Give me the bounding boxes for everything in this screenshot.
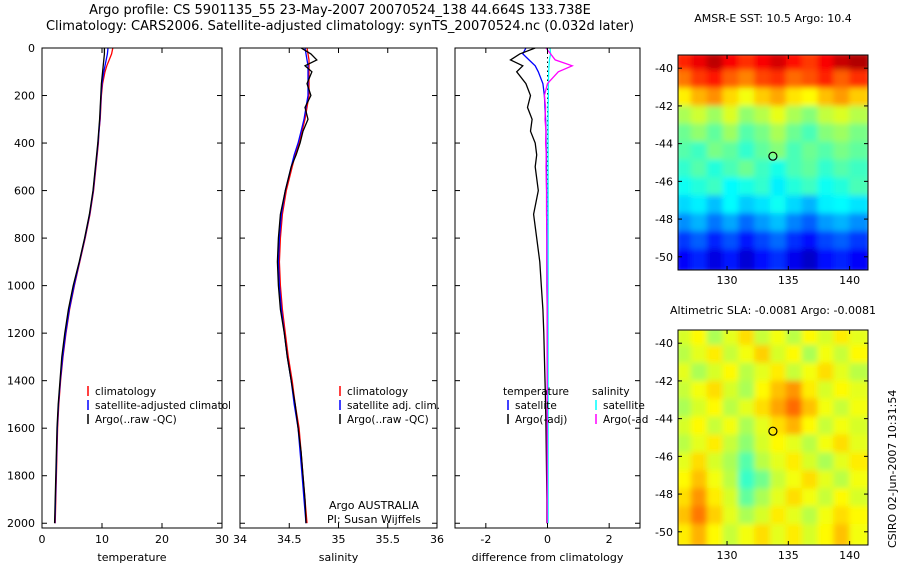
legend-label: climatology: [347, 386, 408, 398]
profile-line-3: [543, 48, 574, 524]
legend-header-salinity: salinity: [592, 386, 630, 398]
profile-line-0: [521, 48, 549, 524]
x-axis-label: difference from climatology: [472, 551, 624, 564]
legend-header-temperature: temperature: [503, 386, 569, 398]
x-tick-label: 35.5: [376, 533, 401, 546]
map-frame: [677, 54, 869, 271]
panel-frame: [239, 47, 438, 529]
difference_profile-panel: -2 0 2 difference from climatology temperatu…: [454, 47, 655, 564]
x-tick-label: 34: [233, 533, 247, 546]
heatmap-cell: [849, 470, 868, 495]
x-tick-label: 0: [544, 533, 551, 546]
depth-tick-label: 2000: [7, 517, 35, 530]
lat-tick-label: -42: [655, 100, 673, 113]
lat-tick-label: -48: [655, 488, 673, 501]
lon-tick-label: 140: [839, 274, 860, 287]
panel-annotation: Argo AUSTRALIA: [329, 499, 419, 512]
heatmap-cell: [849, 195, 868, 220]
lat-tick-label: -42: [655, 375, 673, 388]
salinity_profile-lines: [276, 48, 318, 524]
x-tick-label: 35: [332, 533, 346, 546]
timestamp-side-text: CSIRO 02-Jun-2007 10:31:54: [886, 389, 899, 548]
panel-annotation: PI: Susan Wijffels: [327, 513, 421, 526]
x-axis-label: salinity: [319, 551, 359, 564]
profile-line-2: [547, 48, 552, 524]
lon-tick-label: 140: [839, 549, 860, 562]
x-tick-label: 0: [39, 533, 46, 546]
salinity_profile-legend: climatology satellite adj. clim. Argo(..ra…: [339, 386, 440, 426]
x-tick-label: -2: [480, 533, 491, 546]
x-tick-label: 2: [606, 533, 613, 546]
title-line-2: Climatology: CARS2006. Satellite-adjuste…: [45, 19, 635, 34]
argo-position-marker: [768, 426, 778, 436]
lon-tick-label: 130: [717, 549, 738, 562]
argo-position-marker: [768, 151, 778, 161]
depth-tick-label: 1200: [7, 327, 35, 340]
lat-tick-label: -40: [655, 337, 673, 350]
heatmap-cell: [849, 249, 868, 270]
legend-label: satellite: [603, 400, 645, 412]
x-tick-label: 36: [430, 533, 444, 546]
lon-tick-label: 130: [717, 274, 738, 287]
depth-tick-label: 1400: [7, 375, 35, 388]
lat-tick-label: -40: [655, 62, 673, 75]
lat-tick-label: -46: [655, 450, 673, 463]
legend-label: Argo(-adj): [515, 414, 567, 426]
x-tick-label: 20: [155, 533, 169, 546]
heatmap-cell: [849, 87, 868, 112]
lat-tick-label: -50: [655, 251, 673, 264]
sla_map-heatmap: [678, 330, 868, 545]
depth-tick-label: 600: [14, 185, 35, 198]
lat-tick-label: -50: [655, 526, 673, 539]
heatmap-cell: [849, 362, 868, 387]
legend-label: climatology: [95, 386, 156, 398]
profile-line-1: [509, 48, 548, 524]
difference_profile-lines: [509, 48, 574, 528]
lon-tick-label: 135: [778, 274, 799, 287]
map-title: Altimetric SLA: -0.0081 Argo: -0.0081: [670, 304, 876, 317]
legend-label: satellite-adjusted climatology: [95, 400, 250, 412]
legend-label: Argo(..raw -QC): [347, 414, 429, 426]
map-frame: [677, 329, 869, 546]
difference_profile-legend: temperature salinity satellite Argo(-adj) sa…: [503, 386, 655, 426]
temperature_profile-legend: climatology satellite-adjusted climatolog…: [87, 386, 250, 426]
sst_map-panel: 130 135 140 -40 -42 -44 -46 -48 -50 AMSR-E SST: 1…: [655, 12, 869, 287]
map-title: AMSR-E SST: 10.5 Argo: 10.4: [694, 12, 852, 25]
sla_map-panel: 130 135 140 -40 -42 -44 -46 -48 -50 Altimetric SL…: [655, 304, 876, 562]
lat-tick-label: -48: [655, 213, 673, 226]
legend-label: Argo(..raw -QC): [95, 414, 177, 426]
sst_map-heatmap: [678, 55, 868, 270]
legend-label: satellite: [515, 400, 557, 412]
legend-label: satellite adj. clim.: [347, 400, 440, 412]
depth-tick-label: 1800: [7, 470, 35, 483]
title-line-1: Argo profile: CS 5901135_55 23-May-2007 …: [89, 3, 591, 18]
lat-tick-label: -46: [655, 175, 673, 188]
figure-titles: Argo profile: CS 5901135_55 23-May-2007 …: [0, 3, 680, 35]
x-tick-label: 30: [215, 533, 229, 546]
lon-tick-label: 135: [778, 549, 799, 562]
lat-tick-label: -44: [655, 138, 673, 151]
temperature_profile-panel: 0 10 20 30 0 200 400 600 800 1000 1200 1400 1600 1800…: [7, 42, 250, 564]
x-tick-label: 10: [95, 533, 109, 546]
depth-tick-label: 400: [14, 137, 35, 150]
profile-line-1: [277, 48, 309, 524]
x-axis-label: temperature: [97, 551, 166, 564]
heatmap-cell: [849, 524, 868, 545]
depth-tick-label: 1600: [7, 422, 35, 435]
temperature_profile-lines: [53, 48, 114, 524]
lat-tick-label: -44: [655, 413, 673, 426]
depth-tick-label: 0: [28, 42, 35, 55]
depth-tick-label: 800: [14, 232, 35, 245]
profile-line-0: [54, 48, 114, 524]
depth-tick-label: 1000: [7, 280, 35, 293]
panel-frame: [41, 47, 223, 529]
salinity_profile-panel: 34 34.5 35 35.5 36 salinity climatology satelli…: [233, 47, 444, 564]
depth-tick-label: 200: [14, 90, 35, 103]
legend-label: Argo(-adj): [603, 414, 655, 426]
profile-line-2: [276, 48, 318, 524]
profile-line-2: [53, 48, 106, 524]
x-tick-label: 34.5: [277, 533, 302, 546]
